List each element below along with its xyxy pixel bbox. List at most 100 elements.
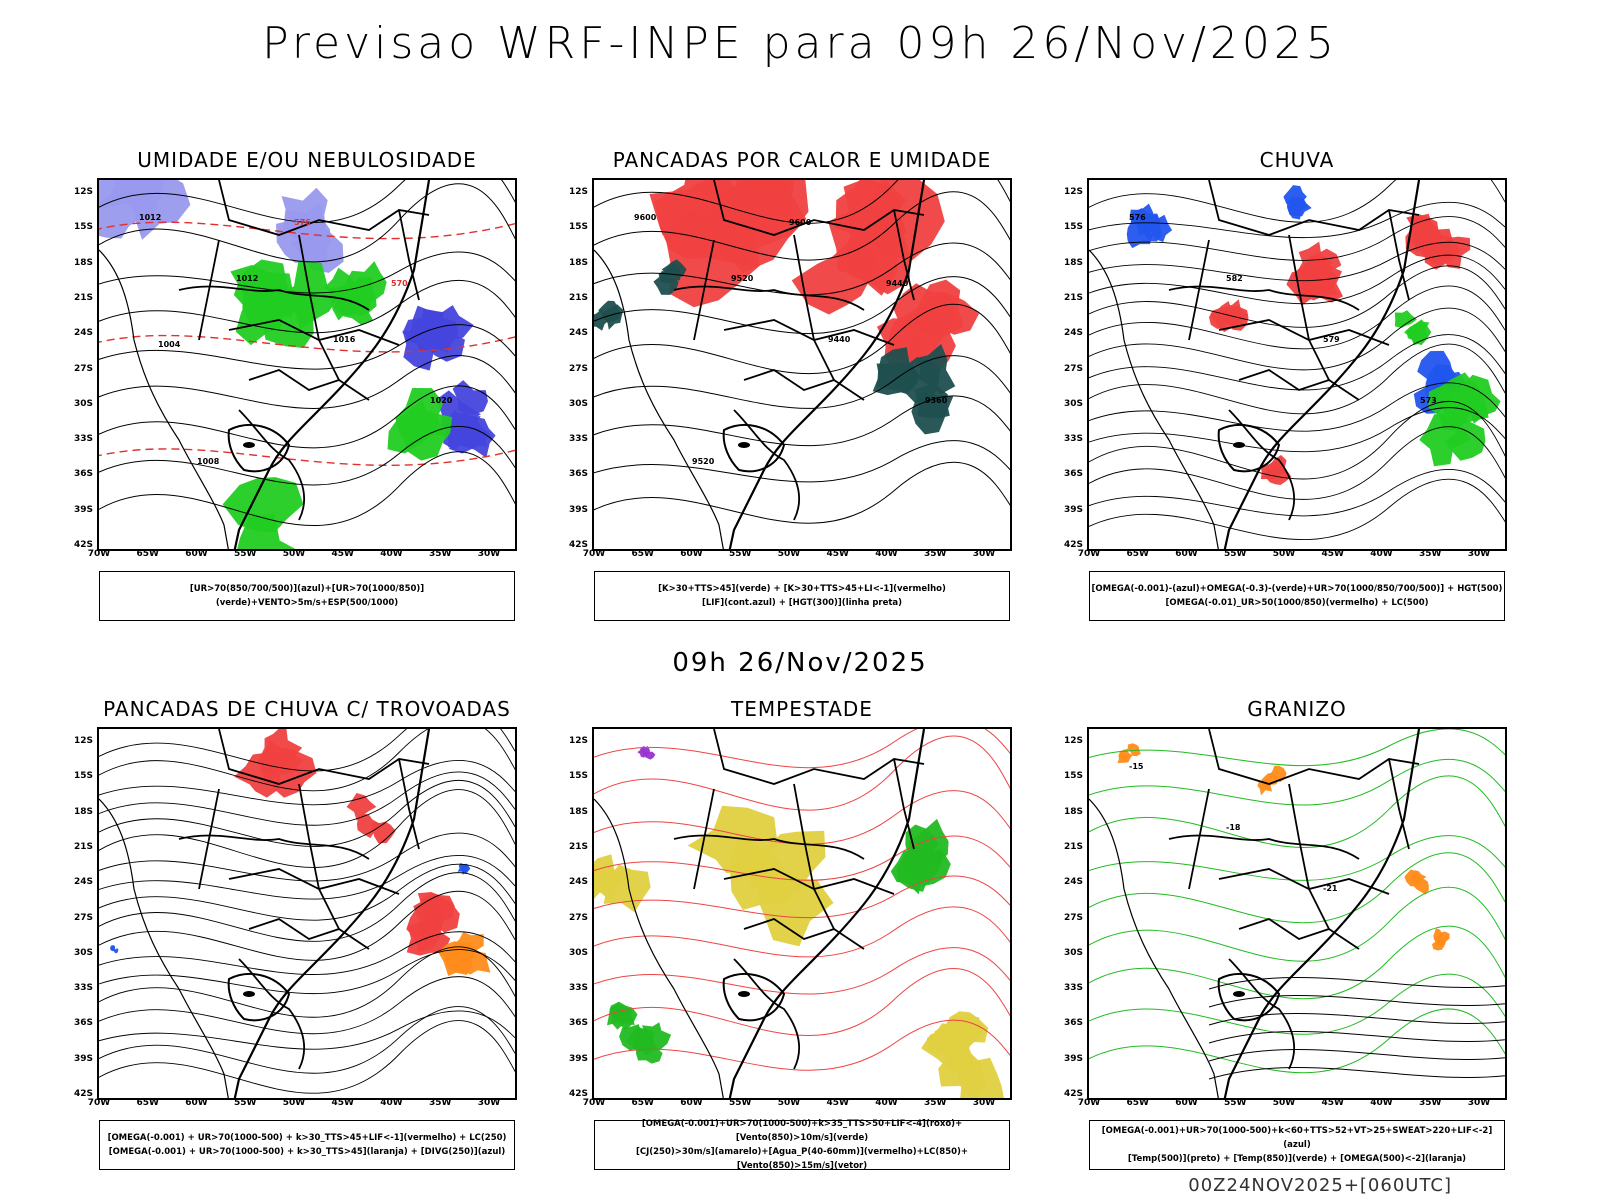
contour-line [594, 191, 1010, 261]
latitude-tick-label: 30S [73, 398, 93, 409]
longitude-tick-label: 30W [972, 549, 996, 559]
filled-area [635, 1039, 663, 1064]
filled-area [230, 265, 294, 326]
legend-text: [K>30+TTS>45](verde) + [K>30+TTS>45+LI<-… [658, 584, 946, 594]
latitude-tick-label: 27S [1063, 363, 1083, 374]
contour-line [1089, 343, 1505, 415]
filled-area [598, 300, 621, 323]
model-run-label: 00Z24NOV2025+[060UTC] [1188, 1175, 1452, 1196]
contour-label: 576 [294, 218, 311, 227]
contour-label: 1012 [139, 213, 161, 222]
longitude-tick-label: 65W [136, 549, 159, 559]
contour-line [1089, 1008, 1505, 1074]
contour-line [1089, 216, 1505, 261]
filled-area [846, 209, 911, 295]
latitude-tick-label: 12S [73, 736, 93, 746]
contour-line [1089, 852, 1505, 924]
contour-line [99, 385, 515, 449]
contour-line [99, 759, 515, 806]
longitude-tick-label: 55W [729, 1098, 752, 1108]
filled-area [1443, 416, 1486, 461]
country-borders [99, 729, 431, 1098]
contour-line [99, 1006, 515, 1074]
filled-area [113, 948, 119, 954]
longitude-tick-label: 40W [1370, 549, 1393, 559]
filled-area [1126, 218, 1153, 249]
filled-area [281, 187, 328, 247]
latitude-tick-label: 39S [1063, 1053, 1083, 1064]
contour-line [99, 324, 515, 370]
longitude-tick-label: 50W [777, 1098, 801, 1108]
latitude-tick-label: 24S [568, 877, 588, 888]
contour-line [99, 180, 515, 223]
latitude-tick-label: 33S [568, 983, 588, 994]
latitude-tick-label: 42S [1063, 1089, 1083, 1099]
latitude-tick-label: 15S [568, 771, 588, 782]
longitude-tick-label: 60W [185, 1098, 208, 1108]
latitude-tick-label: 36S [568, 1018, 588, 1029]
latitude-tick-label: 42S [73, 540, 93, 550]
filled-area [665, 209, 760, 308]
latitude-tick-label: 33S [73, 983, 93, 994]
latitude-tick-label: 21S [73, 841, 93, 852]
map-canvas: 576 582 579 573 [1089, 180, 1505, 549]
filled-area [1298, 261, 1334, 289]
latitude-tick-label: 24S [568, 328, 588, 339]
latitude-tick-label: 27S [1063, 912, 1083, 923]
latitude-tick-label: 18S [73, 806, 93, 817]
contour-line [99, 251, 515, 294]
legend-text: [CJ(250)>30m/s](amarelo)+[Agua_P(40-60mm… [635, 1147, 969, 1171]
contour-line [99, 854, 515, 900]
panel-title: PANCADAS DE CHUVA C/ TROVOADAS [103, 697, 511, 721]
longitude-tick-label: 55W [234, 549, 257, 559]
contour-line [99, 946, 515, 1018]
contour-line [1089, 265, 1505, 328]
latitude-tick-label: 27S [73, 363, 93, 374]
contour-line [1089, 729, 1505, 767]
contour-line [594, 461, 1010, 524]
contour-label: 9440 [828, 335, 851, 344]
panel-title: CHUVA [1259, 148, 1335, 172]
legend-text: [OMEGA(-0.001)+UR>70(1000-500)+k>35_TTS>… [641, 1119, 963, 1143]
contour-label: 9600 [634, 213, 657, 222]
height-contour [99, 334, 515, 353]
latitude-tick-label: 33S [73, 434, 93, 445]
filled-area [893, 283, 956, 335]
contour-line [99, 931, 515, 975]
longitude-tick-label: 60W [680, 549, 703, 559]
legend-text: [Temp(500)](preto) + [Temp(850)](verde) … [1127, 1154, 1467, 1164]
country-borders [594, 729, 926, 1098]
contour-label: 582 [1226, 274, 1243, 283]
filled-area [594, 308, 610, 331]
latitude-tick-label: 24S [73, 877, 93, 888]
forecast-map: 1012 1012 1016 1020 1008 576 570 1004 [97, 178, 517, 551]
contour-label: 1016 [333, 335, 356, 344]
longitude-tick-label: 70W [1077, 549, 1101, 559]
latitude-tick-label: 21S [568, 841, 588, 852]
contour-line [1089, 382, 1505, 432]
contour-line [99, 789, 515, 868]
country-borders [1089, 729, 1421, 1098]
longitude-tick-label: 70W [87, 549, 111, 559]
latitude-tick-label: 36S [73, 469, 93, 480]
latitude-tick-label: 30S [1063, 947, 1083, 958]
latitude-tick-label: 36S [73, 1018, 93, 1029]
filled-area [132, 180, 165, 202]
forecast-map: 576 582 579 573 [1087, 178, 1507, 551]
contour-line [594, 735, 1010, 811]
latitude-tick-label: 18S [568, 806, 588, 817]
latitude-tick-label: 36S [1063, 469, 1083, 480]
longitude-tick-label: 50W [777, 549, 801, 559]
latitude-tick-label: 33S [1063, 434, 1083, 445]
filled-area [1433, 236, 1471, 269]
filled-area [110, 945, 115, 952]
filled-area [234, 752, 281, 798]
longitude-tick-label: 65W [1126, 1098, 1149, 1108]
contour-label: 9600 [789, 218, 812, 227]
contour-line [99, 780, 515, 847]
longitude-tick-label: 30W [1467, 549, 1491, 559]
longitude-tick-label: 55W [1224, 1098, 1247, 1108]
contour-line [99, 279, 515, 334]
height-contour [99, 221, 515, 240]
contour-label: 1004 [158, 340, 181, 349]
